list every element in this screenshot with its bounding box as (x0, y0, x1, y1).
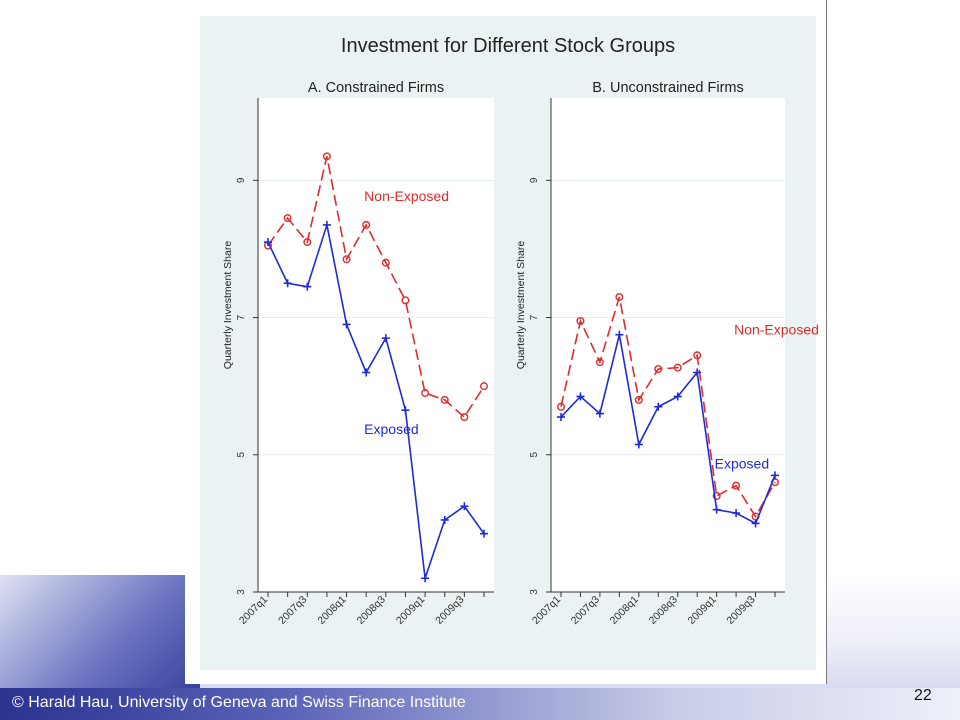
data-point-exposed (303, 282, 312, 291)
data-point-non-exposed (712, 491, 721, 500)
y-tick-label: 3 (236, 589, 247, 595)
plot-area (551, 98, 785, 592)
data-point-exposed (712, 505, 721, 514)
footer-text: © Harald Hau, University of Geneva and S… (12, 694, 466, 711)
series-line-exposed (560, 334, 776, 525)
y-tick-label: 7 (236, 314, 247, 320)
data-point-non-exposed (615, 292, 624, 301)
plot-area (258, 98, 494, 592)
y-tick-label: 7 (529, 314, 540, 320)
data-point-non-exposed (732, 481, 741, 490)
data-point-exposed (401, 406, 410, 415)
series-annotation: Non-Exposed (364, 188, 449, 204)
y-tick-label: 3 (529, 589, 540, 595)
data-point-non-exposed (460, 413, 469, 422)
data-point-non-exposed (557, 402, 566, 411)
series-annotation: Exposed (715, 456, 769, 472)
data-point-exposed (322, 220, 331, 229)
data-point-non-exposed (480, 382, 489, 391)
data-point-exposed (634, 440, 643, 449)
data-point-non-exposed (654, 365, 663, 374)
y-tick-label: 5 (236, 452, 247, 458)
figure-title: Investment for Different Stock Groups (341, 35, 675, 57)
data-point-non-exposed (693, 351, 702, 360)
data-point-non-exposed (673, 363, 682, 372)
data-point-non-exposed (595, 358, 604, 367)
data-point-exposed (654, 402, 663, 411)
series-line-non-exposed (267, 156, 485, 419)
data-point-exposed (381, 334, 390, 343)
series-annotation: Non-Exposed (734, 322, 819, 338)
data-point-non-exposed (322, 152, 331, 161)
data-point-non-exposed (381, 258, 390, 267)
data-point-exposed (362, 368, 371, 377)
y-axis-label: Quarterly Investment Share (515, 241, 527, 370)
panel-title: B. Unconstrained Firms (592, 80, 744, 96)
data-point-exposed (557, 413, 565, 422)
data-point-non-exposed (634, 395, 643, 404)
y-tick-label: 9 (236, 177, 247, 183)
data-point-non-exposed (440, 395, 449, 404)
page-number: 22 (914, 687, 932, 704)
y-axis-label: Quarterly Investment Share (222, 241, 234, 370)
data-point-exposed (595, 409, 604, 418)
data-point-exposed (693, 368, 702, 377)
data-point-exposed (615, 330, 624, 339)
data-point-exposed (460, 502, 469, 511)
data-point-exposed (264, 238, 272, 247)
data-point-exposed (440, 515, 449, 524)
data-point-exposed (342, 320, 351, 329)
data-point-exposed (771, 471, 779, 480)
footer-bar (0, 688, 960, 720)
data-point-exposed (480, 529, 488, 538)
data-point-non-exposed (283, 214, 292, 223)
series-line-non-exposed (560, 296, 776, 519)
data-point-non-exposed (342, 255, 351, 264)
data-point-exposed (576, 392, 585, 401)
data-point-exposed (751, 519, 760, 528)
series-annotation: Exposed (364, 421, 418, 437)
y-tick-label: 9 (529, 177, 540, 183)
data-point-non-exposed (401, 296, 410, 305)
data-point-non-exposed (303, 238, 312, 247)
data-point-exposed (283, 279, 292, 288)
panel-title: A. Constrained Firms (308, 80, 444, 96)
data-point-exposed (421, 574, 430, 583)
data-point-non-exposed (576, 316, 585, 325)
data-point-exposed (673, 392, 682, 401)
data-point-non-exposed (421, 389, 430, 398)
data-point-exposed (732, 509, 741, 518)
y-tick-label: 5 (529, 452, 540, 458)
data-point-non-exposed (362, 220, 371, 229)
